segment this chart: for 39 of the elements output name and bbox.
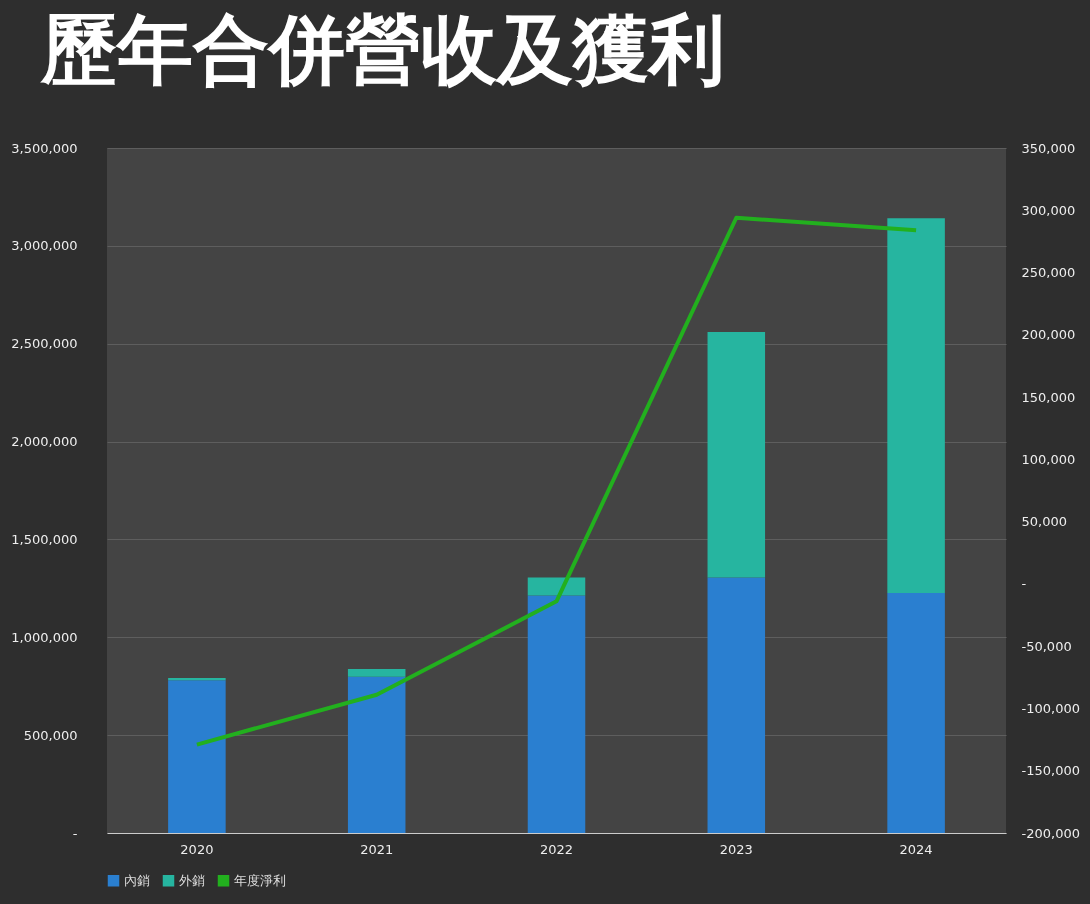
y2-tick-label: 250,000 [1021,265,1076,281]
y-tick-label: 2,500,000 [11,336,78,352]
bar [887,593,945,833]
legend-label: 年度淨利 [234,872,286,888]
bar [527,595,586,833]
legend-label: 內銷 [124,872,150,888]
y2-tick-label: 150,000 [1021,389,1076,405]
x-tick-label: 2024 [899,841,933,857]
bar [707,331,766,578]
y-tick-label: 3,000,000 [11,238,78,254]
y2-tick-label: -50,000 [1021,638,1072,654]
bar [887,218,945,594]
bar [527,577,586,596]
x-tick-label: 2023 [719,841,753,857]
x-tick-label: 2022 [539,841,574,857]
y2-tick-label: 100,000 [1021,451,1076,467]
y-tick-label: 2,000,000 [11,434,78,450]
chart-title: 歷年合併營收及獲利 [39,5,725,94]
y2-tick-label: - [1021,576,1027,592]
y2-tick-label: -150,000 [1021,763,1080,779]
y2-tick-label: -200,000 [1021,825,1080,841]
y-tick-label: - [72,825,78,841]
bar [707,577,766,833]
legend-label: 外銷 [179,872,205,888]
y-tick-label: 1,000,000 [11,629,78,645]
line-series [194,215,919,747]
bar [168,680,226,833]
bar [347,676,406,833]
y-tick-label: 500,000 [23,727,78,743]
y2-tick-label: -100,000 [1021,700,1080,716]
y-tick-label: 3,500,000 [11,140,78,156]
y2-tick-label: 50,000 [1021,514,1067,530]
y-tick-label: 1,500,000 [11,531,78,547]
y2-tick-label: 350,000 [1021,140,1076,156]
y2-tick-label: 200,000 [1021,327,1076,343]
x-tick-label: 2020 [180,841,214,857]
y2-tick-label: 300,000 [1021,202,1076,218]
x-tick-label: 2021 [360,841,394,857]
bar [347,668,406,677]
